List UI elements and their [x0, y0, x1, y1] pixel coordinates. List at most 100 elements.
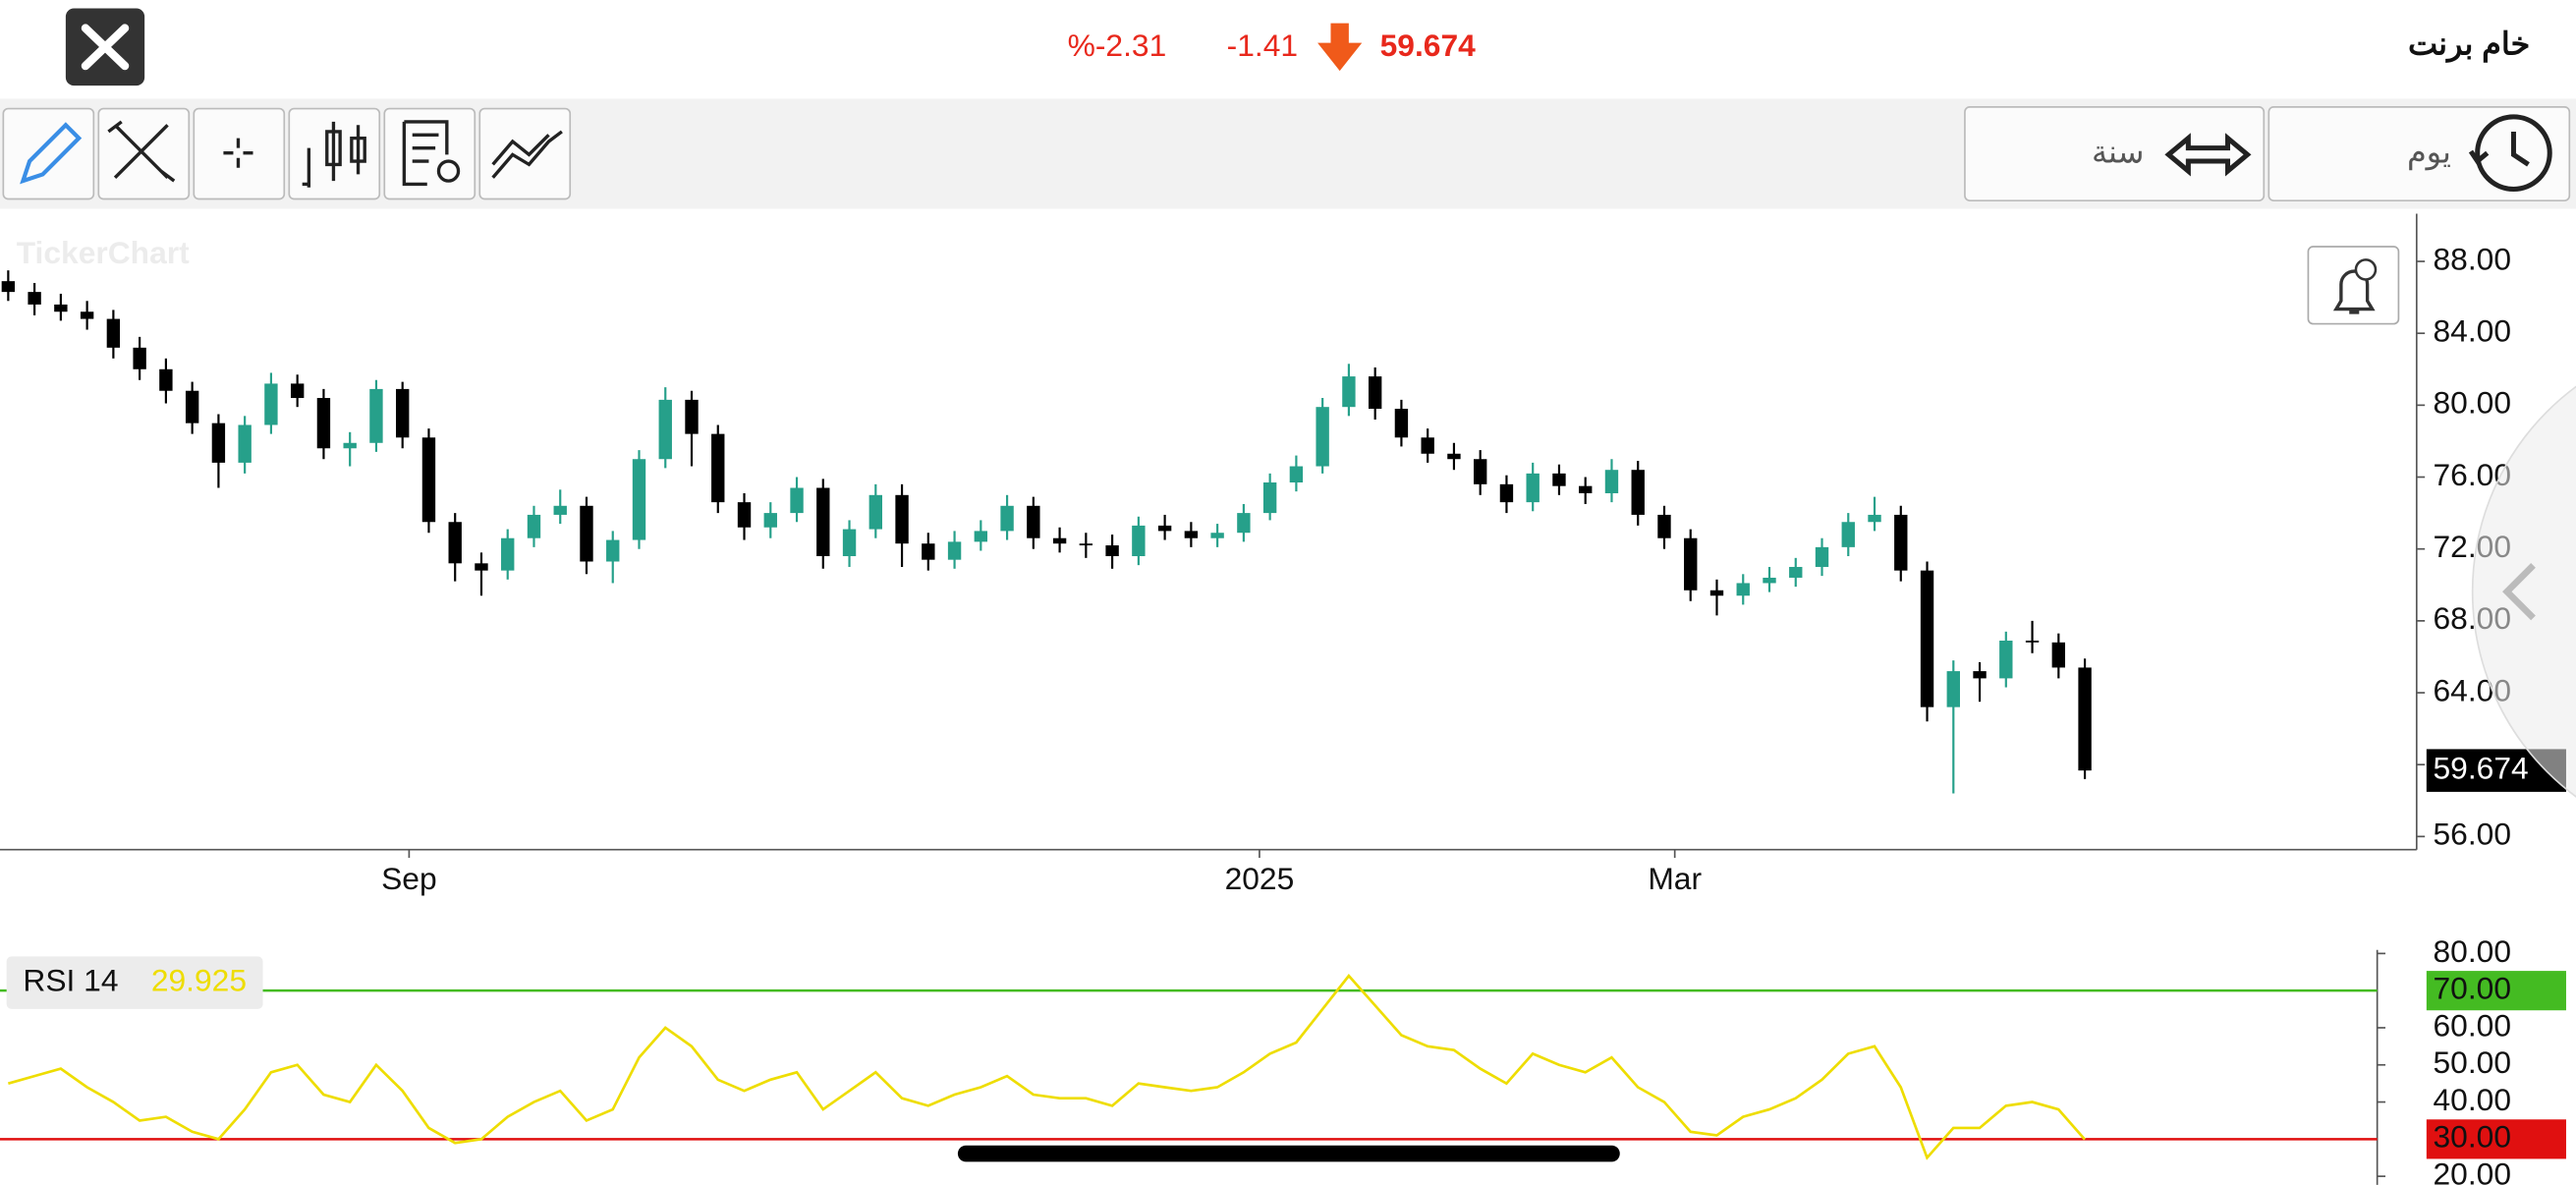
candle-body	[527, 514, 541, 538]
change-pct: %-2.31	[1068, 28, 1167, 63]
y-tick-label: 80.00	[2434, 933, 2512, 969]
candle-body	[895, 494, 909, 544]
candle-body	[922, 543, 935, 560]
candle-body	[868, 494, 882, 530]
candle-body	[133, 347, 146, 369]
candle-body	[632, 459, 646, 540]
last-price-label: 59.674	[2434, 751, 2529, 786]
candle-body	[974, 531, 988, 542]
candle-body	[1499, 483, 1514, 503]
candle-body	[1210, 533, 1224, 538]
candle-body	[316, 398, 331, 449]
settings-icon	[402, 120, 449, 187]
level-tag	[2426, 971, 2566, 1011]
y-tick-label: 20.00	[2434, 1157, 2512, 1185]
candle-body	[1684, 537, 1698, 591]
plot-layer: 56.0060.0064.0068.0072.0076.0080.0084.00…	[0, 241, 2566, 1185]
candle-body	[1473, 459, 1487, 484]
candle-body	[1973, 671, 1987, 679]
candle-body	[1289, 466, 1304, 483]
candle-body	[1815, 546, 1829, 567]
candle-body	[2025, 640, 2040, 643]
candle-body	[947, 541, 962, 560]
candle-body	[1789, 566, 1803, 578]
candle-body	[1105, 545, 1119, 557]
candle-body	[1736, 583, 1750, 596]
instrument-title: خام برنت	[2408, 26, 2530, 63]
candle-body	[1763, 577, 1776, 584]
candle-body	[1920, 570, 1934, 707]
y-tick-label: 60.00	[2434, 1007, 2512, 1043]
candle-body	[2078, 667, 2092, 771]
candle-body	[54, 304, 68, 312]
candle-body	[1157, 525, 1172, 532]
candle-body	[159, 368, 173, 391]
crosshair-button[interactable]	[193, 107, 286, 200]
candle-body	[421, 437, 436, 523]
candle-body	[211, 423, 226, 463]
gear-icon	[436, 159, 461, 183]
rsi-line	[7, 974, 2087, 1160]
candle-body	[816, 487, 830, 557]
candle-body	[396, 388, 410, 438]
candle-body	[106, 318, 121, 348]
indicator-icon	[491, 130, 563, 179]
candle-body	[658, 399, 672, 460]
y-tick-label: 84.00	[2434, 313, 2512, 349]
x-tick-label: 2025	[1225, 861, 1295, 896]
candle-body	[80, 311, 94, 319]
y-tick-label: 80.00	[2434, 385, 2512, 421]
side-panel-handle[interactable]	[2471, 337, 2576, 846]
candle-body	[1132, 525, 1146, 557]
candle-body	[264, 383, 278, 425]
rsi-label-box	[6, 956, 263, 1009]
candle-body	[685, 399, 699, 434]
candle-icon	[302, 121, 366, 188]
settings-button[interactable]	[383, 107, 476, 200]
rsi-name: RSI 14	[23, 963, 118, 998]
crosshair-icon	[223, 138, 253, 168]
candle-body	[790, 487, 804, 514]
candle-body	[1631, 470, 1645, 515]
y-tick-label: 88.00	[2434, 241, 2512, 276]
tools-icon	[107, 120, 176, 183]
chevron-icon	[2502, 563, 2536, 621]
period-label: يوم	[2407, 135, 2451, 171]
draw-button[interactable]	[2, 107, 95, 200]
candle-body	[1342, 376, 1356, 408]
candle-body	[1604, 470, 1619, 493]
close-icon	[81, 24, 130, 71]
indicators-button[interactable]	[478, 107, 572, 200]
level-label: 70.00	[2434, 971, 2512, 1006]
candle-body	[1868, 514, 1881, 523]
candle-body	[2051, 642, 2066, 668]
period-button[interactable]	[2268, 106, 2571, 202]
candle-body	[1394, 409, 1409, 438]
rsi-value: 29.925	[151, 963, 247, 998]
down-arrow	[1317, 23, 1363, 72]
y-tick-label: 50.00	[2434, 1044, 2512, 1080]
candle-body	[1657, 514, 1671, 538]
history-icon	[2475, 114, 2552, 192]
range-icon	[2164, 133, 2252, 177]
bell-plus	[2354, 258, 2378, 281]
candle-body	[842, 529, 857, 557]
range-button[interactable]	[1964, 106, 2266, 202]
candle-body	[28, 292, 41, 305]
candle-body	[343, 442, 357, 449]
level-tag	[2426, 1119, 2566, 1159]
candle-body	[1552, 473, 1566, 486]
candle-body	[1262, 482, 1277, 514]
candle-body	[369, 388, 383, 443]
candle-body	[1000, 505, 1014, 532]
y-tick-label: 40.00	[2434, 1082, 2512, 1117]
home-indicator	[957, 1145, 1620, 1162]
candle-body	[1421, 437, 1434, 454]
candle-body	[1184, 531, 1199, 538]
candle-body	[1526, 473, 1540, 503]
candle-body	[606, 539, 620, 562]
candle-body	[501, 537, 515, 571]
watermark: TickerChart	[17, 235, 190, 270]
candle-body	[711, 433, 725, 503]
